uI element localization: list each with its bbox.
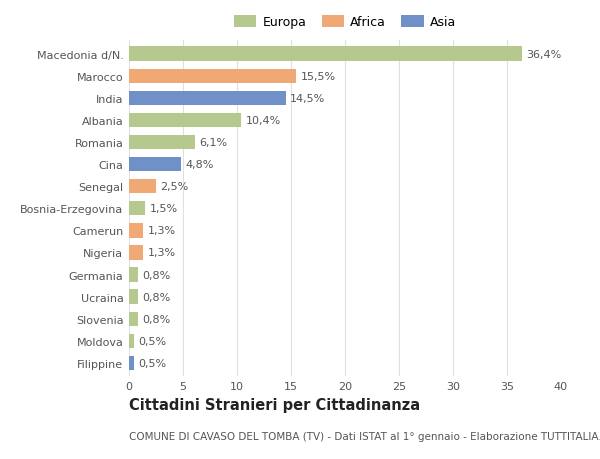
Bar — [129, 69, 296, 84]
Bar — [129, 268, 137, 282]
Bar — [129, 202, 145, 216]
Text: 1,3%: 1,3% — [148, 226, 175, 236]
Text: COMUNE DI CAVASO DEL TOMBA (TV) - Dati ISTAT al 1° gennaio - Elaborazione TUTTIT: COMUNE DI CAVASO DEL TOMBA (TV) - Dati I… — [129, 431, 600, 442]
Bar — [129, 91, 286, 106]
Text: 0,8%: 0,8% — [142, 314, 170, 324]
Text: 10,4%: 10,4% — [245, 116, 281, 126]
Bar — [129, 113, 241, 128]
Bar — [129, 334, 134, 348]
Bar — [129, 224, 143, 238]
Text: 6,1%: 6,1% — [199, 138, 227, 148]
Text: 1,5%: 1,5% — [149, 204, 178, 214]
Legend: Europa, Africa, Asia: Europa, Africa, Asia — [232, 13, 458, 32]
Text: 15,5%: 15,5% — [301, 72, 336, 82]
Text: 1,3%: 1,3% — [148, 248, 175, 258]
Text: 14,5%: 14,5% — [290, 94, 325, 104]
Text: 0,8%: 0,8% — [142, 292, 170, 302]
Text: 4,8%: 4,8% — [185, 160, 214, 170]
Text: 0,5%: 0,5% — [139, 358, 167, 368]
Bar — [129, 157, 181, 172]
Text: 0,8%: 0,8% — [142, 270, 170, 280]
Bar — [129, 47, 522, 62]
Bar — [129, 246, 143, 260]
Text: 36,4%: 36,4% — [526, 50, 562, 60]
Bar — [129, 179, 156, 194]
Text: 0,5%: 0,5% — [139, 336, 167, 346]
Bar — [129, 356, 134, 370]
Text: 2,5%: 2,5% — [160, 182, 188, 192]
Bar — [129, 135, 195, 150]
Bar — [129, 290, 137, 304]
Bar — [129, 312, 137, 326]
Text: Cittadini Stranieri per Cittadinanza: Cittadini Stranieri per Cittadinanza — [129, 397, 420, 412]
